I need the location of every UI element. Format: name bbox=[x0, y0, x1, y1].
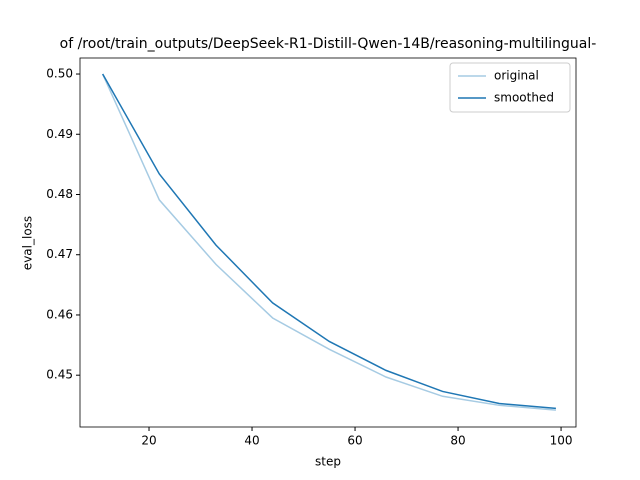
y-tick-label: 0.50 bbox=[46, 67, 73, 81]
chart-title: of /root/train_outputs/DeepSeek-R1-Disti… bbox=[60, 36, 597, 52]
x-tick-label: 80 bbox=[450, 434, 465, 448]
line bbox=[101, 73, 556, 411]
legend-label: smoothed bbox=[494, 91, 554, 105]
y-tick-label: 0.48 bbox=[46, 187, 73, 201]
y-tick-label: 0.47 bbox=[46, 247, 73, 261]
x-axis-label: step bbox=[315, 455, 341, 469]
line bbox=[102, 73, 556, 410]
y-axis-label: eval_loss bbox=[21, 216, 35, 270]
x-tick-label: 100 bbox=[550, 434, 573, 448]
legend-label: original bbox=[494, 69, 539, 83]
plot-frame bbox=[79, 57, 577, 428]
x-tick-label: 20 bbox=[141, 434, 156, 448]
x-tick-label: 40 bbox=[244, 434, 259, 448]
x-tick-label: 60 bbox=[347, 434, 362, 448]
y-tick-label: 0.49 bbox=[46, 127, 73, 141]
y-tick-label: 0.46 bbox=[46, 307, 73, 321]
y-tick-label: 0.45 bbox=[46, 368, 73, 382]
